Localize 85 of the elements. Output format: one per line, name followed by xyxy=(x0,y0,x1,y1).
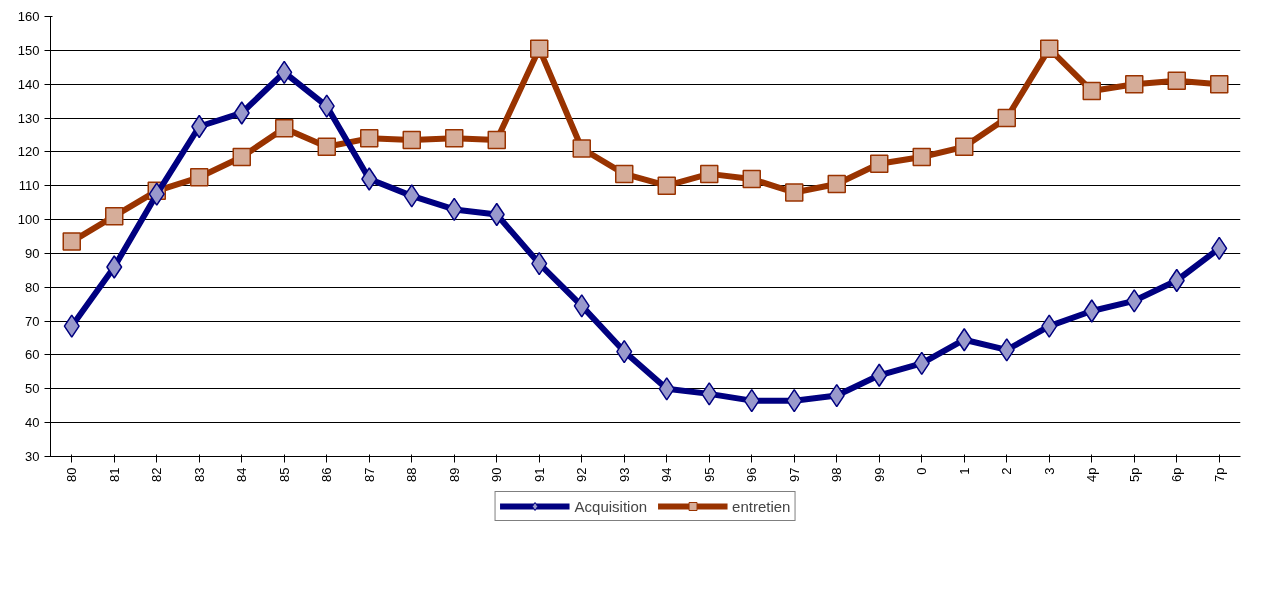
x-tick-label: 83 xyxy=(191,467,207,482)
point xyxy=(1040,39,1059,58)
point xyxy=(63,314,80,338)
x-tick-label: 95 xyxy=(701,467,717,482)
point xyxy=(530,39,549,58)
point xyxy=(1125,74,1144,94)
point xyxy=(1083,299,1100,323)
point xyxy=(403,184,420,208)
legend-label: entretien xyxy=(732,497,791,515)
point xyxy=(317,137,336,157)
legend-label: Acquisition xyxy=(574,497,648,515)
point xyxy=(360,129,379,148)
x-tick-label: 85 xyxy=(276,467,292,482)
y-tick-label: 60 xyxy=(25,347,40,363)
point xyxy=(232,147,251,167)
y-tick-label: 70 xyxy=(25,313,40,329)
x-tick-label: 87 xyxy=(361,467,377,482)
x-tick-label: 99 xyxy=(871,467,887,482)
x-tick-label: 92 xyxy=(574,467,590,482)
point xyxy=(573,294,590,318)
point xyxy=(487,130,506,150)
point xyxy=(700,164,719,184)
point xyxy=(62,232,81,251)
x-tick-label: 96 xyxy=(744,467,760,482)
x-tick-label: 6p xyxy=(1169,467,1185,482)
x-tick-label: 81 xyxy=(106,467,122,482)
y-tick-label: 160 xyxy=(17,9,40,24)
point xyxy=(190,168,209,187)
point xyxy=(148,182,165,206)
x-tick-label: 82 xyxy=(149,467,165,482)
y-tick-label: 40 xyxy=(25,415,40,431)
x-tick-label: 89 xyxy=(446,467,462,482)
y-tick-label: 30 xyxy=(25,449,40,464)
x-tick-label: 98 xyxy=(829,467,845,482)
x-tick-label: 91 xyxy=(531,467,547,482)
x-tick-label: 7p xyxy=(1211,467,1227,482)
x-tick-label: 80 xyxy=(64,467,80,482)
y-tick-label: 50 xyxy=(25,381,40,397)
y-tick-label: 150 xyxy=(17,42,40,58)
y-tick-label: 110 xyxy=(18,178,40,194)
point xyxy=(955,137,974,157)
point xyxy=(870,154,889,173)
point xyxy=(275,118,294,138)
x-tick-label: 5p xyxy=(1126,467,1142,482)
x-tick-label: 94 xyxy=(659,467,675,482)
x-tick-label: 0 xyxy=(914,467,930,475)
y-tick-label: 90 xyxy=(25,245,40,261)
x-tick-label: 4p xyxy=(1084,467,1100,482)
x-tick-label: 84 xyxy=(234,467,250,482)
point xyxy=(785,183,804,202)
point xyxy=(701,382,718,406)
point xyxy=(1082,81,1101,101)
point xyxy=(997,108,1016,128)
point xyxy=(1167,71,1186,91)
x-tick-label: 1 xyxy=(956,467,972,475)
point xyxy=(233,101,250,125)
x-tick-label: 88 xyxy=(404,467,420,482)
point xyxy=(361,167,378,191)
x-tick-label: 97 xyxy=(786,467,802,482)
y-tick-label: 80 xyxy=(25,279,40,295)
point xyxy=(106,255,123,279)
point xyxy=(657,176,676,195)
point xyxy=(912,147,931,167)
point xyxy=(658,377,675,401)
y-tick-label: 120 xyxy=(17,144,40,160)
x-tick-label: 2 xyxy=(999,467,1015,475)
point xyxy=(445,129,464,148)
x-tick-label: 86 xyxy=(319,467,335,482)
point xyxy=(1126,289,1143,313)
point xyxy=(827,174,846,194)
point xyxy=(318,94,335,118)
point xyxy=(1210,74,1229,94)
point xyxy=(998,338,1015,362)
x-tick-label: 93 xyxy=(616,467,632,482)
point xyxy=(402,130,421,150)
y-tick-label: 100 xyxy=(17,212,40,228)
y-tick-label: 140 xyxy=(17,76,40,92)
point xyxy=(742,169,761,189)
point xyxy=(572,139,591,158)
x-tick-label: 3 xyxy=(1041,467,1057,475)
x-tick-label: 90 xyxy=(489,467,505,482)
point xyxy=(105,206,124,226)
point xyxy=(615,164,634,184)
point xyxy=(1041,314,1058,338)
y-tick-label: 130 xyxy=(17,110,40,126)
